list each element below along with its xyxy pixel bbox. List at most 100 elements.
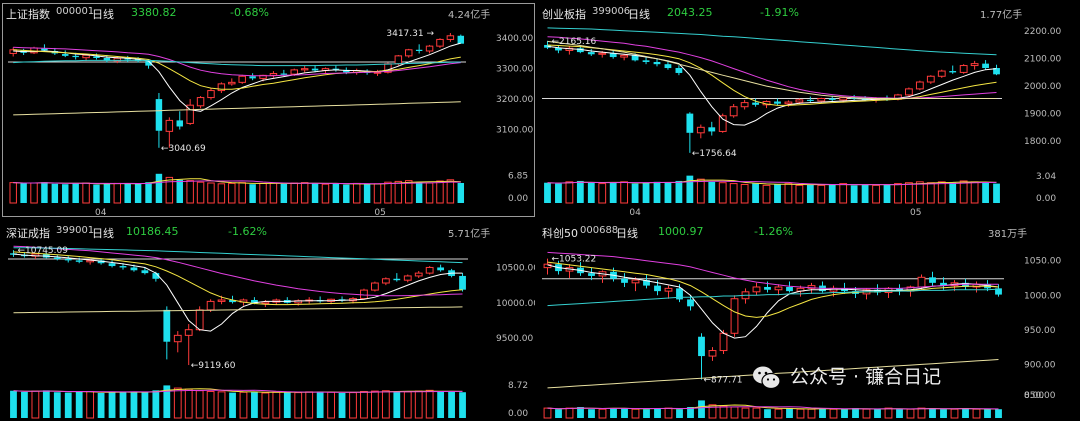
price-tick-label: 850.00 (1024, 391, 1056, 401)
volume-bar (62, 184, 69, 203)
ma-line-4 (13, 306, 463, 314)
volume-bar (764, 409, 771, 418)
candle-body (708, 127, 716, 132)
volume-ma-line (547, 406, 999, 410)
volume-bar (926, 182, 935, 204)
volume-bar (686, 175, 694, 203)
volume-bar (817, 184, 826, 204)
volume-total: 4.24亿手 (448, 10, 491, 21)
panel-sh[interactable]: 上证指数 000001 日线 3380.82 -0.68% 4.24亿手 340… (2, 3, 535, 217)
candle-body (75, 260, 83, 262)
high-price-label: ←10745.09 (17, 246, 68, 256)
candle (982, 60, 989, 70)
candle-body (93, 56, 100, 58)
chart-kc50[interactable]: 1050.00 1000.00 950.00 900.00 850.000.00 ←105… (538, 222, 1078, 421)
candle (807, 282, 816, 294)
candle-body (915, 81, 924, 90)
volume-tick-label: 0.00 (508, 194, 528, 204)
chart-szcz[interactable]: 10500.00 10000.00 9500.00 8.72 0.00 ←10745.09… (2, 222, 535, 421)
ma-line-3 (13, 59, 461, 67)
volume-bar (239, 391, 248, 419)
volume-bar (349, 392, 357, 419)
volume-bar (698, 400, 705, 418)
panel-cyb[interactable]: 创业板指 399006 日线 2043.25 -1.91% 1.77亿手 220… (538, 3, 1078, 217)
candle-body (620, 54, 629, 58)
candle (176, 111, 183, 130)
volume-bar (86, 390, 95, 419)
candle (675, 65, 683, 76)
candle (269, 71, 278, 78)
volume-bar (719, 405, 728, 419)
volume-bar (186, 180, 194, 204)
volume-bar (972, 408, 981, 419)
candle-body (152, 273, 160, 279)
volume-bar (82, 182, 90, 204)
chart-cyb[interactable]: 2200.00 2100.00 2000.00 1900.00 1800.00 3.04 0… (538, 3, 1078, 217)
volume-bar (394, 180, 403, 204)
ma-line-2 (13, 46, 461, 77)
volume-bar (165, 176, 174, 204)
volume-bar (555, 183, 562, 203)
wechat-icon (753, 366, 781, 389)
ma-line-0 (547, 45, 997, 126)
candle (184, 324, 193, 366)
volume-bar (543, 407, 552, 419)
panel-kc50[interactable]: 科创50 000688 日线 1000.97 -1.26% 381万手 1050… (538, 222, 1078, 421)
candle-body (621, 278, 628, 283)
candle-body (752, 286, 761, 293)
candle (437, 264, 445, 272)
candle (10, 250, 17, 257)
candle-body (394, 55, 403, 65)
volume-bar (906, 408, 915, 419)
volume-total: 5.71亿手 (448, 229, 491, 240)
price-tick-label: 1050.00 (1024, 257, 1061, 267)
candle (687, 295, 694, 311)
volume-bar (21, 391, 28, 418)
volume-bar (119, 391, 127, 418)
ma-line-2 (13, 245, 463, 297)
candle-body (806, 99, 814, 101)
candle (993, 64, 1000, 76)
candle (53, 254, 61, 261)
candle (103, 54, 111, 63)
candle-body (896, 288, 903, 292)
volume-bar (784, 183, 793, 204)
candle-body (687, 299, 694, 307)
volume-bar (405, 180, 413, 204)
candle-body (631, 55, 639, 61)
candle-body (184, 329, 193, 336)
volume-bar (261, 392, 270, 419)
candle (874, 284, 881, 296)
volume-bar (729, 183, 738, 204)
volume-bar (332, 183, 340, 203)
volume-total: 381万手 (988, 229, 1028, 240)
volume-bar (915, 181, 924, 204)
volume-bar (642, 182, 650, 203)
candle-body (124, 58, 131, 60)
chart-sh[interactable]: 3400.00 3300.00 3200.00 3100.00 6.85 0.00 04 05… (2, 3, 535, 217)
volume-bar (93, 184, 100, 203)
price-tick-label: 2100.00 (1024, 55, 1061, 65)
volume-bar (917, 407, 926, 419)
candle-body (415, 49, 423, 51)
volume-bar (327, 391, 335, 419)
candle-body (970, 63, 979, 67)
candle-body (290, 69, 298, 75)
candle (698, 333, 705, 380)
volume-bar (653, 181, 661, 203)
candle-body (446, 35, 455, 40)
candle (196, 96, 205, 109)
volume-bar (894, 183, 902, 204)
candle (730, 295, 739, 337)
index-name: 上证指数 (6, 8, 50, 21)
candle-body (949, 71, 957, 73)
candle-body (817, 97, 826, 102)
change-pct: -1.62% (228, 225, 267, 238)
volume-bar (41, 182, 48, 203)
candle (141, 267, 149, 275)
volume-bar (283, 391, 291, 418)
candle-body (165, 119, 174, 132)
volume-bar (228, 182, 236, 204)
candle-body (598, 52, 607, 55)
panel-szcz[interactable]: 深证成指 399001 日线 10186.45 -1.62% 5.71亿手 10… (2, 222, 535, 421)
